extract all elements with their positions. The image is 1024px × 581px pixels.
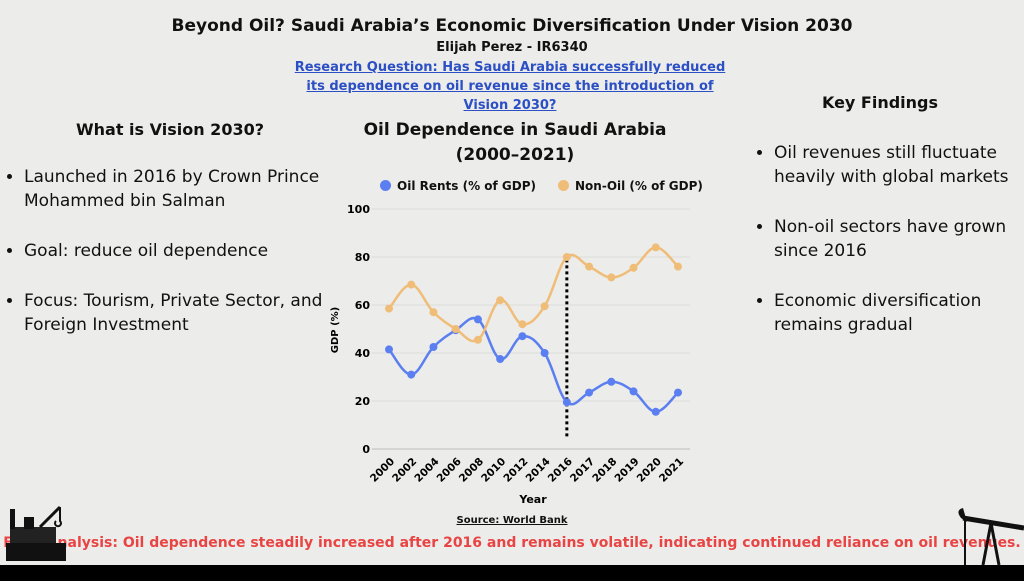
x-tick-label: 2017 — [568, 456, 597, 485]
data-point — [562, 398, 571, 407]
line-chart: 0 20 40 60 80 100 2000200220042006200820102012… — [330, 203, 690, 506]
series-line-oil-rents — [388, 316, 679, 414]
data-point — [562, 253, 571, 261]
y-tick-label: 60 — [355, 299, 371, 312]
findings-list: Oil revenues still fluctuate heavily wit… — [752, 141, 1024, 363]
data-point — [651, 243, 660, 252]
data-point — [674, 262, 682, 271]
x-tick-label: 2006 — [435, 456, 464, 485]
list-item: Non-oil sectors have grown since 2016 — [774, 215, 1024, 263]
chart-legend: Oil Rents (% of GDP) Non-Oil (% of GDP) — [380, 179, 703, 193]
x-tick-label: 2002 — [390, 456, 419, 485]
x-tick-label: 2020 — [635, 456, 664, 485]
x-tick-label: 2010 — [479, 456, 508, 485]
data-point — [518, 332, 527, 341]
vision-list: Launched in 2016 by Crown Prince Mohamme… — [2, 165, 354, 363]
legend-label: Non-Oil (% of GDP) — [575, 179, 703, 193]
data-point — [651, 407, 660, 416]
research-question-link[interactable]: Research Question: Has Saudi Arabia succ… — [294, 60, 726, 113]
x-tick-label: 2014 — [524, 456, 553, 485]
data-point — [473, 315, 482, 324]
legend-swatch — [380, 180, 391, 191]
list-item: Economic diversification remains gradual — [774, 289, 1024, 337]
data-point — [496, 355, 505, 363]
x-axis-label: Year — [518, 493, 547, 506]
data-point — [385, 345, 393, 354]
chart-title: Oil Dependence in Saudi Arabia (2000–202… — [363, 120, 667, 165]
y-tick-label: 100 — [347, 203, 370, 216]
bottom-band — [0, 565, 1024, 581]
data-point — [629, 263, 638, 272]
list-item: Oil revenues still fluctuate heavily wit… — [774, 141, 1024, 189]
data-point — [407, 370, 416, 379]
data-point — [585, 262, 594, 271]
findings-heading: Key Findings — [821, 93, 939, 112]
source-label: Source: World Bank — [456, 515, 568, 526]
data-point — [451, 325, 460, 333]
x-tick-label: 2016 — [546, 456, 575, 485]
data-point — [540, 349, 549, 357]
y-tick-label: 80 — [355, 251, 371, 264]
list-item: Goal: reduce oil dependence — [24, 239, 354, 263]
data-point — [607, 273, 616, 282]
data-point — [496, 296, 505, 305]
data-point — [429, 343, 438, 351]
x-tick-label: 2008 — [457, 456, 486, 485]
data-point — [674, 388, 682, 397]
legend-label: Oil Rents (% of GDP) — [397, 179, 537, 193]
x-tick-label: 2021 — [657, 456, 686, 485]
y-tick-label: 20 — [355, 395, 371, 408]
pumpjack-icon — [958, 508, 1024, 565]
x-tick-label: 2019 — [613, 456, 642, 485]
data-point — [385, 304, 393, 313]
x-tick-label: 2000 — [368, 456, 397, 485]
list-item: Launched in 2016 by Crown Prince Mohamme… — [24, 165, 354, 213]
legend-item: Non-Oil (% of GDP) — [558, 179, 703, 193]
legend-swatch — [558, 180, 570, 191]
page-title: Beyond Oil? Saudi Arabia’s Economic Dive… — [171, 16, 853, 36]
x-tick-label: 2018 — [590, 456, 619, 485]
legend-item: Oil Rents (% of GDP) — [380, 179, 536, 193]
y-axis-label: GDP (%) — [330, 307, 341, 353]
data-point — [518, 320, 527, 329]
series-line-non-oil — [388, 246, 679, 343]
vision-heading: What is Vision 2030? — [76, 120, 264, 139]
x-tick-label: 2004 — [412, 456, 441, 485]
y-tick-label: 0 — [362, 443, 370, 456]
data-point — [629, 387, 638, 396]
data-point — [607, 377, 616, 386]
x-tick-label: 2012 — [501, 456, 530, 485]
author: Elijah Perez - IR6340 — [436, 40, 588, 55]
data-point — [407, 280, 416, 289]
data-point — [585, 388, 594, 397]
y-tick-label: 40 — [355, 347, 371, 360]
list-item: Focus: Tourism, Private Sector, and Fore… — [24, 289, 354, 337]
final-analysis: Final Analysis: Oil dependence steadily … — [3, 535, 1021, 551]
data-point — [429, 308, 438, 317]
oil-rig-icon — [6, 505, 66, 561]
data-point — [473, 335, 482, 344]
data-point — [540, 302, 549, 311]
